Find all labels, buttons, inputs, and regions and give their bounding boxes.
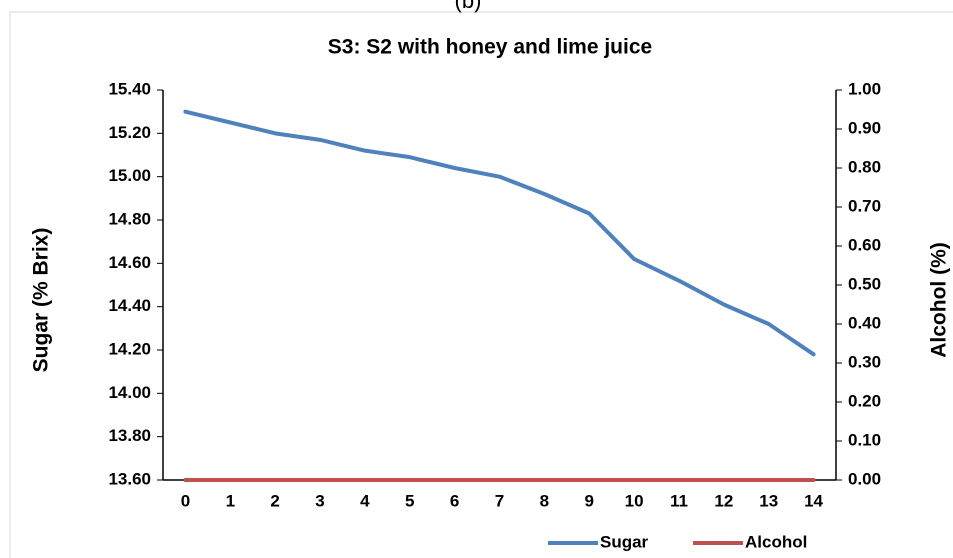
chart-frame <box>9 11 953 558</box>
y-axis-title: Sugar (% Brix) <box>30 228 53 373</box>
x-tick-label: 3 <box>315 491 324 510</box>
x-tick-label: 1 <box>226 491 235 510</box>
y-tick-label: 14.40 <box>108 296 151 315</box>
y2-tick-label: 0.50 <box>848 274 881 293</box>
y-tick-label: 14.00 <box>108 383 151 402</box>
x-tick-label: 11 <box>670 491 688 510</box>
y2-tick-label: 0.70 <box>848 196 881 215</box>
chart-title: S3: S2 with honey and lime juice <box>328 36 652 59</box>
x-tick-label: 5 <box>405 491 414 510</box>
y2-tick-label: 0.90 <box>848 118 881 137</box>
x-tick-label: 4 <box>360 491 370 510</box>
y-tick-label: 15.40 <box>108 79 151 98</box>
x-tick-label: 8 <box>540 491 549 510</box>
y-tick-label: 14.60 <box>108 253 151 272</box>
y2-axis-title: Alcohol (%) <box>928 242 951 358</box>
y2-tick-label: 0.00 <box>848 469 881 488</box>
legend-label: Alcohol <box>745 532 807 551</box>
x-tick-label: 12 <box>714 491 733 510</box>
y2-tick-label: 0.30 <box>848 352 881 371</box>
x-tick-label: 9 <box>584 491 593 510</box>
y2-tick-label: 0.60 <box>848 235 881 254</box>
x-tick-label: 0 <box>181 491 190 510</box>
series-line <box>183 109 816 357</box>
y-tick-label: 14.20 <box>108 339 151 358</box>
x-tick-label: 13 <box>759 491 778 510</box>
legend-label: Sugar <box>600 532 649 551</box>
x-tick-label: 7 <box>495 491 504 510</box>
y-tick-label: 14.80 <box>108 209 151 228</box>
panel-label: (b) <box>455 0 482 13</box>
y2-tick-label: 0.40 <box>848 313 881 332</box>
x-tick-label: 14 <box>804 491 823 510</box>
x-tick-label: 2 <box>270 491 279 510</box>
y2-tick-label: 1.00 <box>848 79 881 98</box>
y2-tick-label: 0.10 <box>848 430 881 449</box>
y-tick-label: 13.80 <box>108 426 151 445</box>
y-tick-label: 15.20 <box>108 123 151 142</box>
y2-tick-label: 0.80 <box>848 157 881 176</box>
y-tick-label: 13.60 <box>108 469 151 488</box>
x-tick-label: 6 <box>450 491 459 510</box>
y2-tick-label: 0.20 <box>848 391 881 410</box>
y-tick-label: 15.00 <box>108 166 151 185</box>
x-tick-label: 10 <box>625 491 644 510</box>
